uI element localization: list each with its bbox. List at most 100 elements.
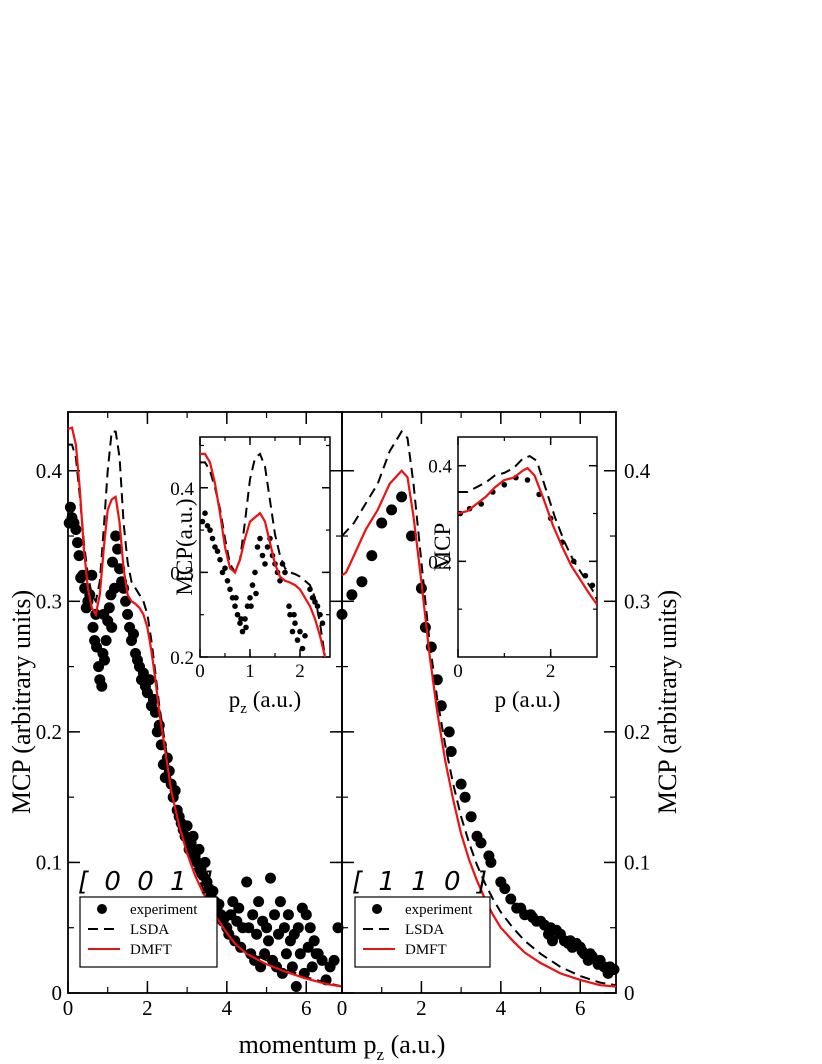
- main-point: [443, 726, 455, 738]
- legend-marker-experiment: [372, 904, 382, 914]
- main-ytick-label: 0.4: [36, 459, 63, 483]
- main-point: [241, 876, 253, 888]
- main-point: [396, 491, 408, 503]
- main-ytick-label: 0.1: [36, 850, 62, 874]
- main-ytick-label: 0.3: [624, 589, 650, 613]
- inset-point: [233, 595, 239, 601]
- main-point: [356, 576, 368, 588]
- inset-ylabel: MCP(a.u.): [172, 498, 197, 595]
- main-point: [72, 537, 83, 549]
- inset-point: [297, 628, 303, 635]
- main-series-dmft: [67, 426, 343, 988]
- ylabel-right: MCP (arbitrary units): [653, 590, 682, 814]
- main-point: [70, 524, 82, 535]
- main-point: [459, 791, 471, 803]
- main-ytick-label: 0: [52, 981, 63, 1005]
- main-point: [259, 948, 271, 960]
- inset-point: [262, 561, 268, 567]
- main-point: [332, 922, 344, 934]
- inset-point: [307, 586, 313, 593]
- main-point: [547, 935, 558, 947]
- main-line-dmft: [341, 469, 617, 988]
- main-point: [73, 550, 85, 562]
- inset-point: [289, 628, 296, 635]
- inset-point: [214, 548, 221, 554]
- main-line-lsda: [68, 430, 343, 988]
- main-point: [87, 621, 99, 633]
- inset-point: [264, 544, 271, 550]
- main-point: [328, 954, 340, 966]
- main-point: [346, 589, 358, 601]
- main-point: [527, 911, 539, 923]
- main-point: [386, 504, 398, 516]
- main-point: [290, 981, 302, 992]
- inset-point: [302, 633, 308, 639]
- main-point: [376, 517, 388, 529]
- main-point: [147, 693, 159, 705]
- main-point: [582, 954, 594, 966]
- main-point: [306, 961, 318, 973]
- main-xtick-label: 2: [142, 996, 153, 1020]
- figure: 0 2 4 6 0 0.1 0.2 0.3 0.4 [ 0 0 1 ] experiment LSDA…: [7, 411, 682, 1064]
- legend-label-dmft: DMFT: [405, 942, 447, 958]
- inset-xlabel: p (a.u.): [495, 687, 561, 712]
- inset-point: [204, 523, 211, 529]
- main-series-experiment: [63, 501, 344, 992]
- panel-label: [ 0 0 1 ]: [78, 867, 217, 897]
- main-point: [286, 961, 298, 973]
- main-xtick-label: 4: [496, 996, 507, 1020]
- main-point: [99, 654, 110, 666]
- legend-label-experiment: experiment: [405, 902, 473, 918]
- inset-point: [248, 603, 254, 609]
- inset-xlabel-unit: (a.u.): [512, 687, 561, 712]
- main-point: [100, 635, 112, 646]
- main-ytick-label: 0.3: [36, 589, 62, 613]
- legend-label-experiment: experiment: [130, 902, 198, 918]
- main-line-dmft: [67, 426, 343, 988]
- panel-label: [ 1 1 0 ]: [352, 867, 491, 897]
- inset-xlabel-p: p: [229, 687, 241, 712]
- inset-point: [259, 552, 266, 559]
- main-point: [128, 628, 139, 640]
- main-point: [592, 958, 604, 970]
- main-point: [366, 550, 378, 562]
- inset-point: [291, 611, 297, 618]
- main-point: [292, 922, 304, 934]
- inset-point: [222, 565, 228, 571]
- main-point: [278, 922, 290, 934]
- main-point: [251, 928, 263, 940]
- main-point: [483, 850, 495, 862]
- main-series-lsda: [68, 430, 343, 988]
- main-point: [261, 922, 273, 934]
- main-point: [445, 746, 457, 757]
- inset-series-lsda: [200, 452, 326, 657]
- inset-ylabel: MCP: [430, 523, 455, 572]
- inset-ytick-label: 0.4: [170, 479, 194, 500]
- main-point: [143, 674, 155, 686]
- main-xtick-label: 6: [575, 996, 586, 1020]
- main-point: [122, 608, 134, 620]
- main-point: [265, 872, 276, 884]
- legend-label-lsda: LSDA: [130, 922, 169, 938]
- main-point: [112, 543, 124, 555]
- main-point: [274, 896, 286, 908]
- inset-point: [314, 603, 321, 609]
- main-point: [106, 621, 118, 633]
- inset-point: [207, 527, 213, 533]
- inset-point: [212, 544, 218, 550]
- inset-line-dmft: [200, 452, 327, 657]
- inset-series-experiment: [200, 510, 326, 652]
- main-point: [110, 530, 122, 542]
- main-xtick-label: 2: [416, 996, 427, 1020]
- inset-point: [287, 611, 293, 618]
- main-point: [455, 778, 467, 790]
- inset-point: [209, 535, 216, 542]
- main-point: [336, 608, 348, 620]
- inset-point: [501, 482, 508, 488]
- inset-point: [239, 628, 246, 635]
- inset-series-dmft: [458, 466, 597, 606]
- main-point: [255, 961, 267, 973]
- main-point: [120, 595, 132, 607]
- main-ytick-label: 0.4: [624, 459, 651, 483]
- inset-point: [277, 578, 283, 584]
